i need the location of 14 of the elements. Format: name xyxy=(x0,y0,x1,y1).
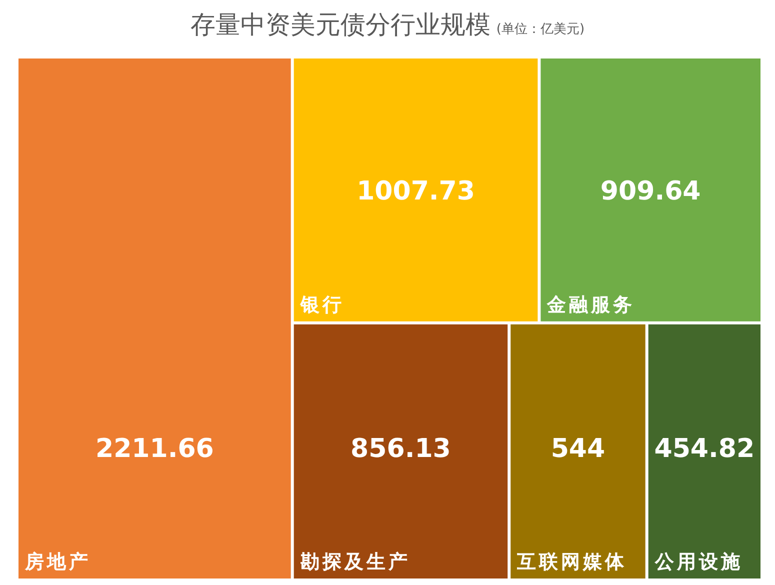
data-label: 2211.66 xyxy=(95,434,214,464)
category-label: 房地产 xyxy=(24,551,91,573)
data-label: 1007.73 xyxy=(356,176,475,207)
data-label: 544 xyxy=(550,434,606,464)
category-label: 银行 xyxy=(299,294,344,316)
text: 存量中资美元债分行业规模 xyxy=(190,10,490,39)
data-label: 454.82 xyxy=(654,434,755,464)
category-label: 勘探及生产 xyxy=(300,551,410,573)
text: (单位：亿美元) xyxy=(496,22,585,37)
category-label: 互联网媒体 xyxy=(516,551,628,573)
category-label: 公用设施 xyxy=(654,551,743,573)
data-label: 909.64 xyxy=(600,176,701,207)
category-label: 金融服务 xyxy=(546,294,636,316)
data-label: 856.13 xyxy=(350,434,451,464)
